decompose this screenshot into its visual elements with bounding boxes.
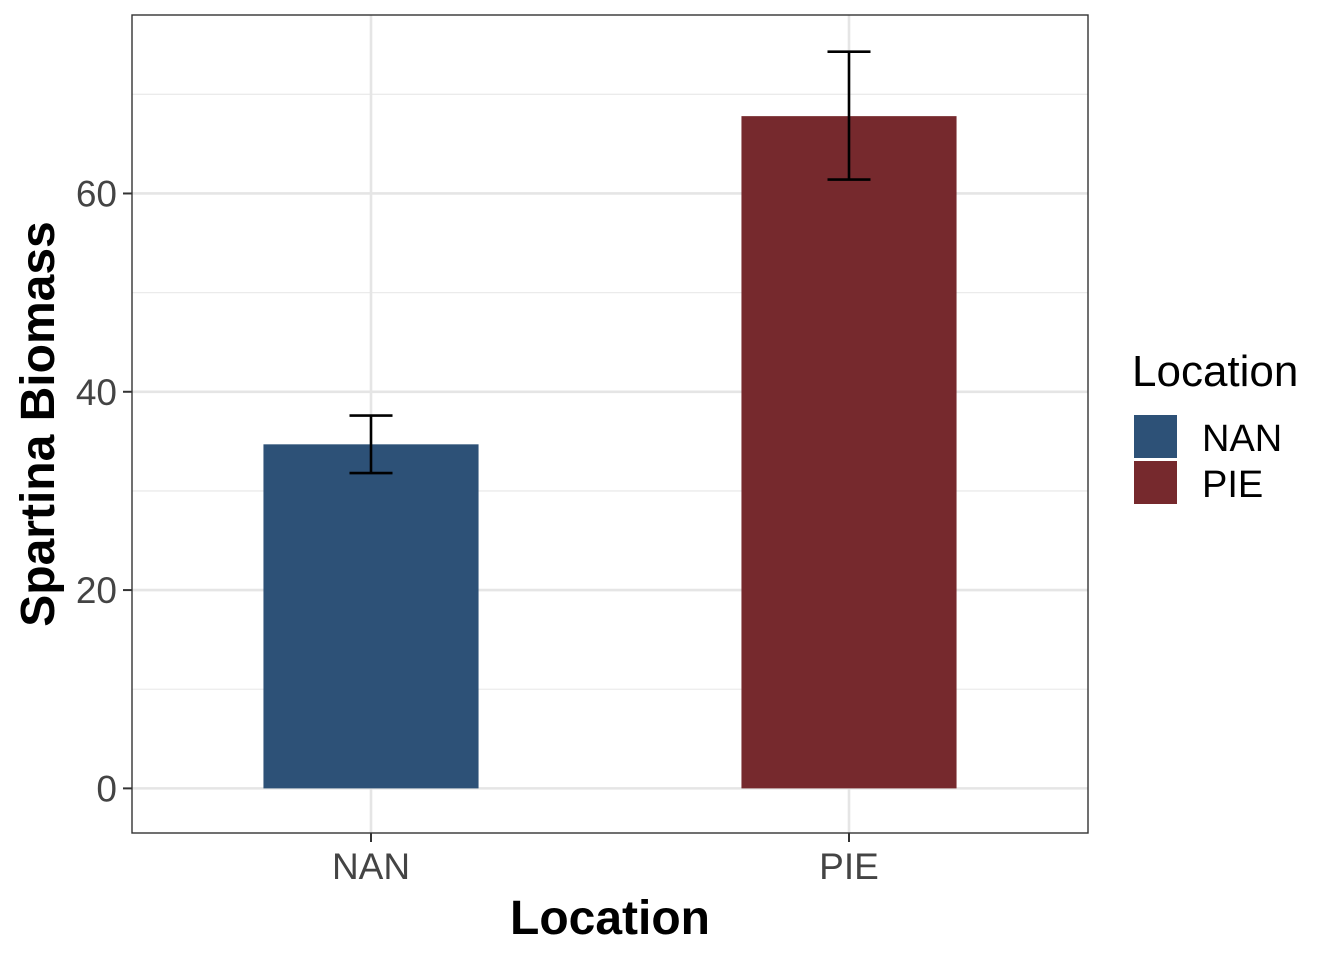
- legend-label-nan: NAN: [1202, 418, 1282, 460]
- y-axis-title: Spartina Biomass: [12, 221, 65, 626]
- y-tick-label: 20: [76, 570, 117, 611]
- legend-swatch-nan: [1134, 415, 1177, 458]
- axes: 0 20 40 60 NAN PIE: [76, 173, 879, 887]
- x-axis-title: Location: [510, 892, 710, 945]
- y-tick-label: 0: [96, 768, 117, 809]
- x-tick-label: NAN: [332, 846, 410, 887]
- error-bars: [349, 50, 871, 475]
- legend: Location NAN PIE: [1132, 347, 1298, 506]
- legend-title: Location: [1132, 347, 1298, 396]
- bar-pie: [741, 116, 957, 789]
- x-tick-label: PIE: [819, 846, 879, 887]
- bars: [263, 116, 957, 789]
- plot-border: [131, 14, 1089, 834]
- legend-swatch-pie: [1134, 461, 1177, 504]
- legend-label-pie: PIE: [1202, 464, 1263, 506]
- y-tick-label: 60: [76, 173, 117, 214]
- y-tick-label: 40: [76, 372, 117, 413]
- bar-nan: [263, 444, 479, 789]
